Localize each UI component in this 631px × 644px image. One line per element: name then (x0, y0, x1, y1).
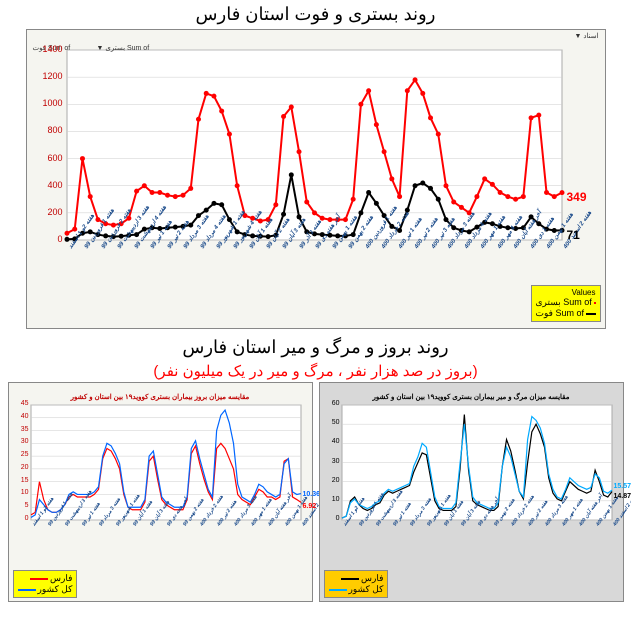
legend-item: فارس (18, 573, 73, 584)
y-tick: 60 (322, 400, 340, 407)
y-tick: 45 (11, 400, 29, 407)
legend: فارسکل کشور (324, 570, 389, 598)
y-tick: 600 (31, 153, 63, 163)
legend-item: فارس (329, 573, 384, 584)
end-label: 71 (567, 228, 580, 242)
end-label: 14.87 (614, 493, 631, 500)
chart-incidence: مقایسه میزان بروز بیماران بستری کووید۱۹ … (8, 382, 313, 602)
header-sum2: Sum of بستری ▼ (97, 44, 150, 52)
y-tick: 400 (31, 180, 63, 190)
y-tick: 40 (322, 438, 340, 445)
subtitle-2: (بروز در صد هزار نفر ، مرگ و میر در یک م… (0, 362, 631, 380)
y-tick: 50 (322, 419, 340, 426)
y-tick: 1000 (31, 98, 63, 108)
legend-item: Sum of بستری (536, 297, 596, 308)
y-tick: 5 (11, 502, 29, 509)
title-1: روند بستری و فوت استان فارس (0, 4, 631, 25)
y-tick: 800 (31, 125, 63, 135)
y-tick: 35 (11, 426, 29, 433)
header-label: اسناد ▼ (574, 32, 598, 40)
legend-item: کل کشور (329, 584, 384, 595)
y-tick: 20 (11, 464, 29, 471)
chart-title: مقایسه میزان بروز بیماران بستری کووید۱۹ … (9, 393, 312, 401)
y-tick: 1200 (31, 71, 63, 81)
legend-item: کل کشور (18, 584, 73, 595)
legend-item: Sum of فوت (536, 308, 596, 319)
y-tick: 10 (11, 489, 29, 496)
legend: فارسکل کشور (13, 570, 78, 598)
end-label: 10.36 (303, 491, 321, 498)
title-2: روند بروز و مرگ و میر استان فارس (0, 337, 631, 358)
y-tick: 10 (322, 496, 340, 503)
chart-title: مقایسه میزان مرگ و میر بیماران بستری کوو… (320, 393, 623, 401)
y-tick: 0 (31, 234, 63, 244)
y-tick: 25 (11, 451, 29, 458)
y-tick: 30 (322, 458, 340, 465)
y-tick: 15 (11, 477, 29, 484)
y-tick: 200 (31, 207, 63, 217)
y-tick: 20 (322, 477, 340, 484)
y-tick: 30 (11, 438, 29, 445)
legend: ValuesSum of بستریSum of فوت (531, 285, 601, 322)
end-label: 6.92 (303, 503, 317, 510)
y-tick: 0 (11, 515, 29, 522)
y-tick: 0 (322, 515, 340, 522)
chart-mortality: مقایسه میزان مرگ و میر بیماران بستری کوو… (319, 382, 624, 602)
y-tick: 40 (11, 413, 29, 420)
legend-title: Values (536, 288, 596, 297)
end-label: 349 (567, 190, 587, 204)
chart-hospitalization-death: اسناد ▼ Sum of فوت Sum of بستری ▼ 0 200 400 60… (26, 29, 606, 329)
y-tick: 1400 (31, 44, 63, 54)
end-label: 15.57 (614, 483, 631, 490)
